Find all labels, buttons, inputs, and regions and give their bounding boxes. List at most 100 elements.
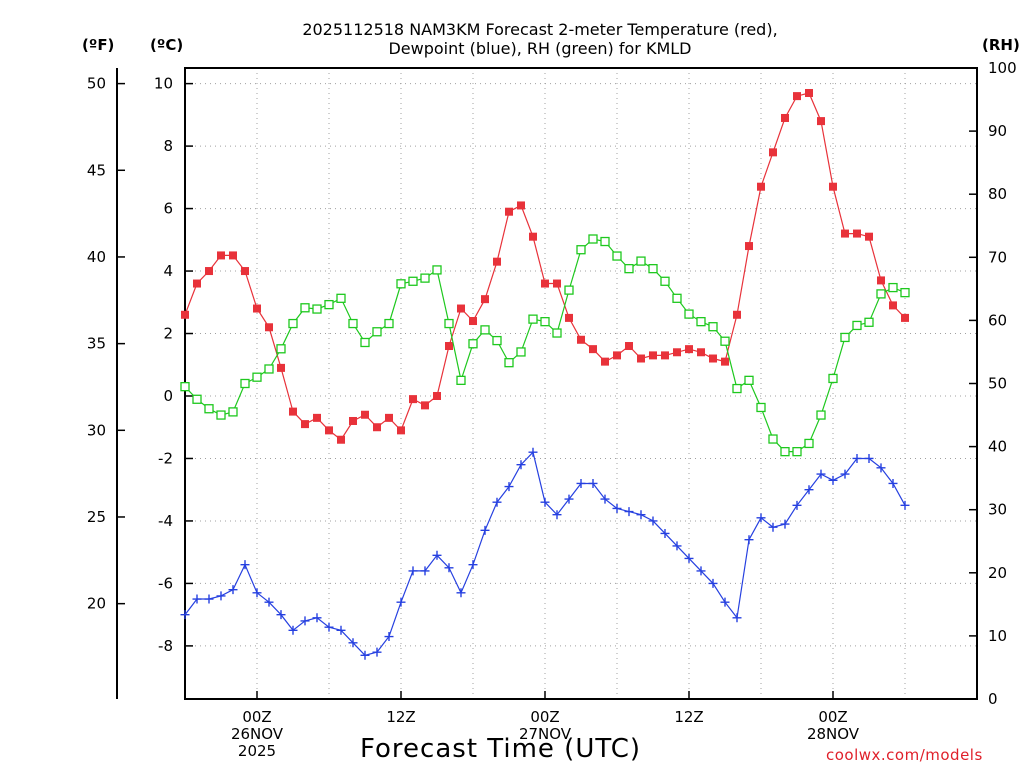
temperature-point — [325, 426, 333, 435]
rh-tick-label: 40 — [988, 438, 1007, 456]
rh-point — [504, 358, 514, 368]
rh-point — [720, 336, 730, 346]
rh-point — [648, 264, 658, 274]
dewpoint-point — [528, 447, 538, 457]
temperature-point — [649, 351, 657, 360]
c-tick-label: 10 — [154, 75, 173, 93]
rh-point — [420, 273, 430, 283]
temperature-line — [184, 92, 906, 441]
dewpoint-point — [276, 610, 286, 620]
rh-point — [468, 339, 478, 349]
c-tick-label: 2 — [163, 325, 173, 343]
temperature-point — [805, 88, 813, 97]
rh-point — [372, 327, 382, 337]
rh-point — [804, 438, 814, 449]
dewpoint-point — [564, 494, 574, 504]
c-tick-label: 6 — [163, 200, 173, 218]
x-tick-label: 2025 — [238, 742, 276, 760]
rh-point — [384, 318, 394, 329]
temperature-point — [289, 407, 297, 416]
dewpoint-point — [492, 497, 502, 507]
rh-point — [840, 332, 850, 343]
dewpoint-point — [372, 647, 382, 657]
temperature-point — [793, 92, 801, 101]
rh-point — [876, 289, 886, 299]
temperature-point — [481, 295, 489, 304]
temperature-point — [625, 342, 633, 351]
temperature-point — [181, 310, 189, 319]
dewpoint-point — [180, 610, 190, 620]
temperature-point — [685, 345, 693, 354]
temperature-point — [361, 410, 369, 419]
dewpoint-point — [252, 588, 262, 598]
rh-point — [672, 293, 682, 303]
rh-point — [516, 347, 526, 357]
f-tick-label: 20 — [87, 595, 106, 613]
x-tick-label: 12Z — [386, 708, 415, 726]
temperature-point — [433, 391, 441, 400]
temperature-point — [721, 357, 729, 366]
rh-tick-label: 30 — [988, 501, 1007, 519]
temperature-point — [601, 357, 609, 366]
temperature-point — [517, 201, 525, 210]
dewpoint-point — [504, 482, 514, 492]
x-tick-label: 00Z — [530, 708, 559, 726]
x-tick-label: 00Z — [818, 708, 847, 726]
temperature-point — [745, 242, 753, 251]
dewpoint-point — [324, 622, 334, 632]
temperature-point — [853, 229, 861, 238]
rh-point — [636, 256, 646, 266]
temperature-point — [493, 257, 501, 266]
rh-point — [444, 318, 454, 329]
rh-tick-label: 10 — [988, 627, 1007, 645]
temperature-point — [385, 413, 393, 422]
dewpoint-point — [348, 638, 358, 648]
f-tick-label: 25 — [87, 508, 106, 526]
dewpoint-point — [480, 525, 490, 535]
rh-point — [732, 383, 742, 394]
rh-point — [864, 317, 874, 327]
temperature-point — [541, 279, 549, 288]
rh-point — [852, 320, 862, 331]
temperature-point — [889, 301, 897, 310]
temperature-point — [841, 229, 849, 238]
rh-point — [660, 276, 670, 286]
dewpoint-point — [888, 478, 898, 488]
f-tick-label: 50 — [87, 75, 106, 93]
rh-point — [708, 322, 718, 332]
rh-point — [744, 375, 754, 385]
dewpoint-point — [768, 522, 778, 532]
rh-point — [216, 410, 226, 420]
dewpoint-point — [192, 594, 202, 604]
c-tick-label: 8 — [163, 137, 173, 155]
temperature-point — [301, 420, 309, 429]
rh-point — [252, 372, 262, 382]
dewpoint-point — [840, 469, 850, 479]
dewpoint-point — [636, 510, 646, 520]
dewpoint-point — [384, 632, 394, 642]
data-series — [180, 88, 910, 660]
credit-link[interactable]: coolwx.com/models — [826, 746, 983, 764]
rh-point — [396, 279, 406, 289]
c-tick-label: 4 — [163, 262, 173, 280]
temperature-point — [397, 426, 405, 435]
rh-point — [312, 304, 322, 314]
x-tick-label: 26NOV — [231, 725, 284, 743]
dewpoint-point — [792, 500, 802, 510]
dewpoint-point — [780, 519, 790, 529]
dewpoint-point — [612, 503, 622, 513]
dewpoint-point — [408, 566, 418, 576]
rh-point — [324, 299, 334, 310]
temperature-point — [193, 279, 201, 288]
rh-point — [360, 337, 370, 348]
chart-title-line-2: Dewpoint (blue), RH (green) for KMLD — [388, 39, 692, 58]
dewpoint-point — [444, 563, 454, 573]
rh-point — [900, 287, 910, 298]
rh-point — [828, 373, 838, 384]
dewpoint-point — [600, 494, 610, 504]
c-tick-label: -2 — [158, 449, 173, 467]
x-tick-label: 27NOV — [519, 725, 572, 743]
rh-point — [756, 402, 766, 413]
temperature-point — [505, 207, 513, 216]
